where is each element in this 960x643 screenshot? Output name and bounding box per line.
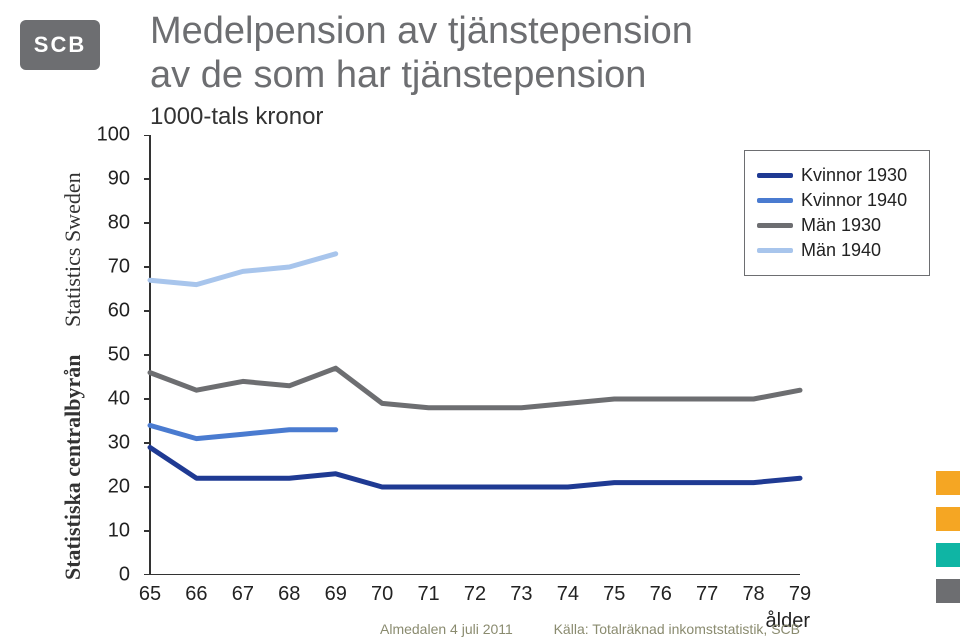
x-tick-label: 71 xyxy=(417,583,439,606)
x-tick-label: 77 xyxy=(696,583,718,606)
sidebar-brand-line2: Statistics Sweden xyxy=(60,172,85,327)
y-axis-title: 1000-tals kronor xyxy=(150,103,693,131)
x-tick-label: 79 xyxy=(789,583,811,606)
x-tick-label: 65 xyxy=(139,583,161,606)
series-män-1940 xyxy=(150,254,336,285)
legend-swatch xyxy=(757,248,793,253)
x-tick-label: 74 xyxy=(557,583,579,606)
sidebar-brand-text: Statistiska centralbyrån Statistics Swed… xyxy=(60,172,86,580)
x-tick-label: 68 xyxy=(278,583,300,606)
sidebar-brand: Statistiska centralbyrån Statistics Swed… xyxy=(40,80,80,580)
y-tick-label: 60 xyxy=(90,300,130,323)
legend-item: Män 1940 xyxy=(757,240,917,261)
y-tick-label: 20 xyxy=(90,476,130,499)
legend-swatch xyxy=(757,198,793,203)
y-tick-label: 100 xyxy=(90,124,130,147)
footer-event: Almedalen 4 juli 2011 xyxy=(380,621,513,637)
chart-plot xyxy=(140,135,810,575)
y-tick-label: 10 xyxy=(90,520,130,543)
legend-swatch xyxy=(757,173,793,178)
y-tick-label: 70 xyxy=(90,256,130,279)
side-block xyxy=(936,579,960,603)
legend-label: Män 1930 xyxy=(801,215,881,236)
x-tick-label: 72 xyxy=(464,583,486,606)
y-tick-label: 40 xyxy=(90,388,130,411)
y-tick-label: 50 xyxy=(90,344,130,367)
scb-logo-text: SCB xyxy=(34,32,86,58)
title-block: Medelpension av tjänstepension av de som… xyxy=(150,10,693,131)
legend-item: Män 1930 xyxy=(757,215,917,236)
x-tick-label: 69 xyxy=(325,583,347,606)
x-tick-label: 70 xyxy=(371,583,393,606)
side-block xyxy=(936,471,960,495)
legend-swatch xyxy=(757,223,793,228)
legend: Kvinnor 1930 Kvinnor 1940 Män 1930 Män 1940 xyxy=(744,150,930,276)
sidebar-brand-line1: Statistiska centralbyrån xyxy=(60,355,85,581)
x-tick-label: 76 xyxy=(650,583,672,606)
legend-label: Kvinnor 1940 xyxy=(801,190,907,211)
series-kvinnor-1930 xyxy=(150,447,800,487)
x-tick-label: 78 xyxy=(742,583,764,606)
title-line-1: Medelpension av tjänstepension xyxy=(150,10,693,54)
y-tick-label: 90 xyxy=(90,168,130,191)
x-tick-label: 75 xyxy=(603,583,625,606)
series-kvinnor-1940 xyxy=(150,425,336,438)
footer-source: Källa: Totalräknad inkomststatistik, SCB xyxy=(554,621,800,637)
side-color-blocks xyxy=(936,459,960,603)
legend-label: Män 1940 xyxy=(801,240,881,261)
legend-item: Kvinnor 1940 xyxy=(757,190,917,211)
y-tick-label: 0 xyxy=(90,564,130,587)
y-tick-label: 30 xyxy=(90,432,130,455)
x-tick-label: 73 xyxy=(510,583,532,606)
x-tick-label: 66 xyxy=(185,583,207,606)
legend-label: Kvinnor 1930 xyxy=(801,165,907,186)
y-tick-label: 80 xyxy=(90,212,130,235)
scb-logo: SCB xyxy=(20,20,100,70)
side-block xyxy=(936,543,960,567)
chart: ålder 0102030405060708090100656667686970… xyxy=(100,135,810,580)
x-tick-label: 67 xyxy=(232,583,254,606)
legend-item: Kvinnor 1930 xyxy=(757,165,917,186)
side-block xyxy=(936,507,960,531)
series-män-1930 xyxy=(150,368,800,408)
title-line-2: av de som har tjänstepension xyxy=(150,54,693,98)
